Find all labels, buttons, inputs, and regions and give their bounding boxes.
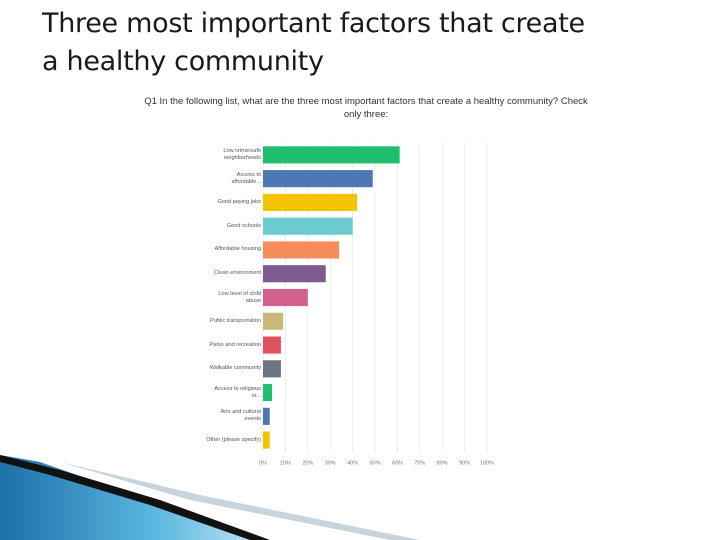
bar [263,360,281,378]
x-tick-label: 60% [392,460,403,466]
y-tick-label: Access to religious or... [214,385,261,399]
x-tick-label: 0% [259,460,267,466]
chart-title: Q1 In the following list, what are the t… [144,96,588,120]
slide-title: a healthy community [42,46,324,77]
y-tick-label: Walkable community [209,365,261,372]
x-tick-label: 50% [369,460,380,466]
bar [263,193,358,211]
bar [263,431,270,449]
y-tick-label: Parks and recreation [209,341,261,348]
bar [263,146,400,164]
y-tick-label: Other (please specify) [206,436,261,443]
y-tick-label: Public transportation [210,317,261,324]
y-tick-label: Low crime/safe neighborhoods [223,147,261,161]
bar [263,384,272,402]
bar [263,170,373,188]
y-tick-label: Good paying jobs [217,198,261,205]
y-tick-label: Clean environment [214,270,261,277]
bar [263,407,270,425]
y-tick-label: Affordable housing [214,246,261,253]
x-tick-label: 20% [302,460,313,466]
y-tick-label: Access to affordable... [231,171,261,185]
bar [263,312,284,330]
bar [263,336,281,354]
bar [263,217,353,235]
bar [263,265,326,283]
decoration [0,455,270,540]
x-tick-label: 90% [459,460,470,466]
y-tick-label: Low level of child abuse [218,290,261,304]
slide-title: Three most important factors that create [42,8,585,39]
x-tick-label: 80% [437,460,448,466]
x-tick-label: 100% [480,460,494,466]
x-tick-label: 30% [325,460,336,466]
x-tick-label: 40% [347,460,358,466]
bar [263,241,340,259]
y-tick-label: Good schools [226,222,261,229]
y-tick-label: Arts and cultural events [220,409,261,423]
x-tick-label: 10% [280,460,291,466]
x-tick-label: 70% [414,460,425,466]
bar [263,288,308,307]
